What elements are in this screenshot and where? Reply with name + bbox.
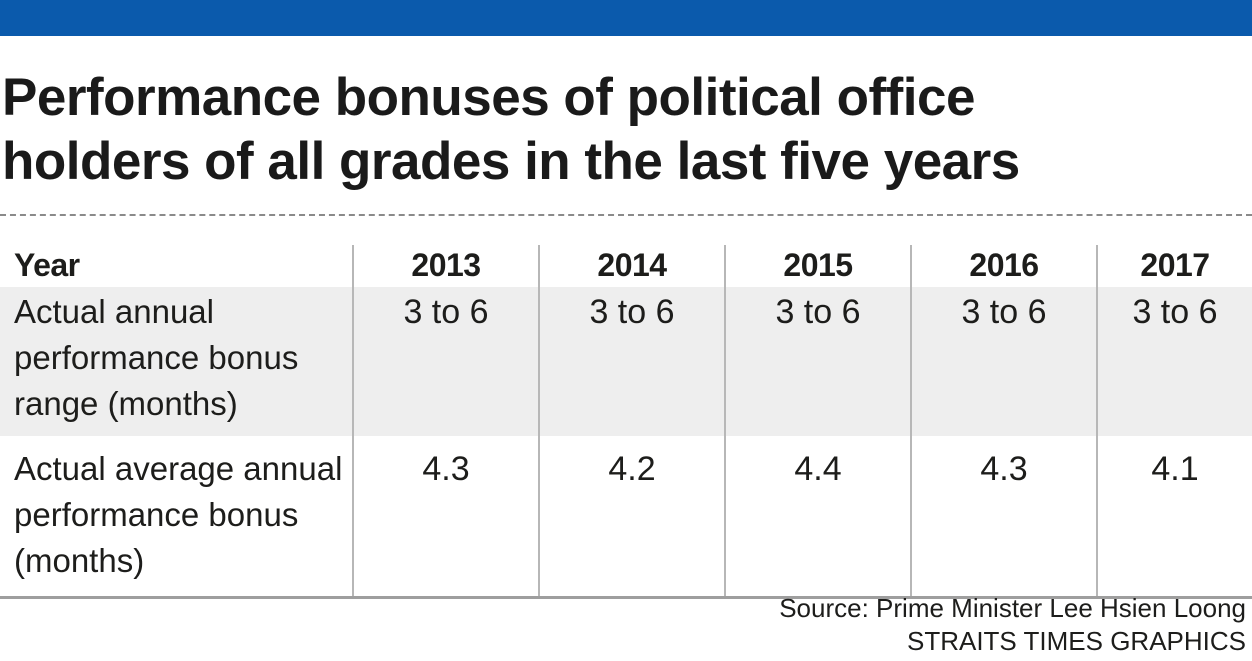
cell-average-2016: 4.3	[910, 436, 1097, 599]
table-row: Actual average annual performance bonus …	[0, 436, 1252, 599]
cell-range-2014: 3 to 6	[538, 287, 725, 436]
header-year-2015: 2015	[724, 245, 911, 287]
title-line-1: Performance bonuses of political office	[2, 68, 975, 127]
row-label-average-bonus: Actual average annual performance bonus …	[0, 436, 353, 599]
header-year-2016: 2016	[910, 245, 1097, 287]
title-line-2: holders of all grades in the last five y…	[2, 132, 1020, 191]
cell-average-2013: 4.3	[352, 436, 539, 599]
cell-range-2015: 3 to 6	[724, 287, 911, 436]
header-year-2013: 2013	[352, 245, 539, 287]
graphics-credit: STRAITS TIMES GRAPHICS	[906, 626, 1246, 656]
row-label-bonus-range: Actual annual performance bonus range (m…	[0, 287, 353, 436]
cell-range-2013: 3 to 6	[352, 287, 539, 436]
source-text: Source: Prime Minister Lee Hsien Loong	[779, 593, 1246, 623]
header-year-2017: 2017	[1096, 245, 1252, 287]
cell-average-2014: 4.2	[538, 436, 725, 599]
bonus-table: Year 2013 2014 2015 2016 2017 Actual ann…	[0, 245, 1252, 599]
dashed-divider	[0, 214, 1252, 216]
cell-average-2017: 4.1	[1096, 436, 1252, 599]
table-row: Actual annual performance bonus range (m…	[0, 287, 1252, 436]
cell-range-2016: 3 to 6	[910, 287, 1097, 436]
table-header-row: Year 2013 2014 2015 2016 2017	[0, 245, 1252, 287]
page-title: Performance bonuses of political office …	[2, 66, 1242, 194]
top-color-bar	[0, 0, 1252, 36]
header-year-label: Year	[14, 247, 80, 283]
source-credit: Source: Prime Minister Lee Hsien Loong S…	[779, 592, 1246, 658]
cell-average-2015: 4.4	[724, 436, 911, 599]
header-year-2014: 2014	[538, 245, 725, 287]
cell-range-2017: 3 to 6	[1096, 287, 1252, 436]
